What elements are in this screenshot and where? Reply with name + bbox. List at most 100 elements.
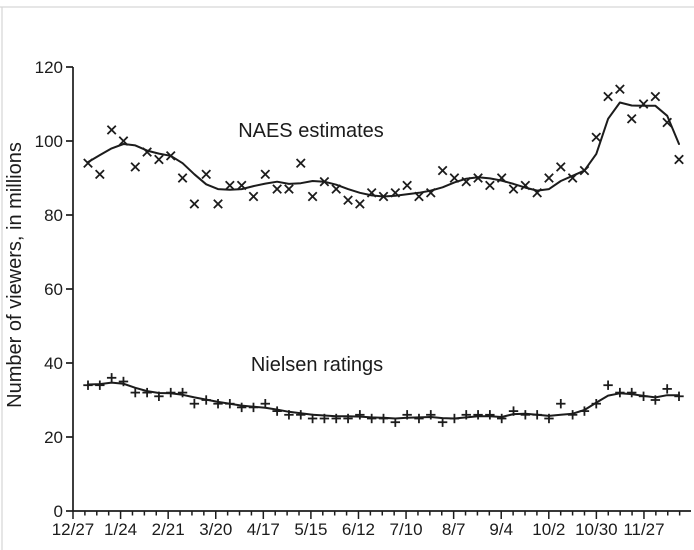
marker-stroke [331, 184, 342, 194]
marker-stroke [177, 173, 188, 183]
marker-stroke [390, 187, 401, 198]
marker-stroke [496, 173, 507, 183]
marker-stroke [532, 187, 542, 198]
x-tick-label: 9/4 [489, 520, 513, 539]
nielsen-point-marker [579, 406, 590, 416]
naes-point-marker [225, 180, 235, 191]
marker-stroke [414, 191, 424, 202]
nielsen-point-marker [225, 399, 235, 409]
x-tick-label: 1/24 [104, 520, 137, 539]
marker-stroke [236, 180, 247, 191]
naes-point-marker [674, 154, 684, 165]
nielsen-point-marker [248, 402, 259, 413]
naes-point-marker [555, 162, 566, 172]
marker-stroke [260, 169, 271, 180]
marker-stroke [449, 173, 460, 183]
naes-point-marker [532, 187, 542, 198]
naes-point-marker [260, 169, 271, 180]
marker-stroke [319, 176, 330, 187]
marker-stroke [662, 117, 673, 128]
y-axis-label: Number of viewers, in millions [4, 142, 26, 408]
naes-point-marker [189, 199, 200, 209]
nielsen-point-marker [567, 410, 578, 420]
nielsen-point-marker [615, 387, 625, 398]
nielsen-point-marker [437, 417, 448, 427]
naes-point-marker [414, 191, 424, 202]
marker-stroke [94, 169, 105, 180]
y-tick-label: 40 [44, 354, 63, 373]
marker-stroke [106, 125, 117, 135]
y-tick-label: 100 [35, 132, 63, 151]
nielsen-point-marker [213, 399, 223, 409]
naes-point-marker [567, 173, 578, 183]
marker-stroke [272, 184, 282, 194]
nielsen-point-marker [296, 410, 306, 420]
naes-point-marker [307, 191, 318, 202]
nielsen-point-marker [473, 410, 483, 420]
marker-stroke [579, 165, 590, 176]
naes-point-marker [638, 99, 649, 109]
nielsen-point-marker [307, 413, 318, 424]
naes-point-marker [473, 173, 483, 183]
marker-stroke [118, 136, 129, 146]
x-tick-label: 4/17 [247, 520, 280, 539]
naes-point-marker [118, 136, 129, 146]
marker-stroke [638, 99, 649, 109]
nielsen-point-marker [166, 387, 176, 398]
marker-stroke [674, 154, 684, 165]
naes-point-marker [154, 154, 164, 165]
naes-point-marker [284, 184, 294, 194]
nielsen-point-marker [83, 380, 93, 390]
nielsen-point-marker [532, 410, 542, 420]
marker-stroke [544, 173, 554, 183]
naes-point-marker [272, 184, 282, 194]
y-tick-label: 80 [44, 206, 63, 225]
naes-point-marker [591, 132, 602, 143]
marker-stroke [650, 91, 661, 102]
naes-point-marker [402, 180, 412, 191]
marker-stroke [295, 158, 306, 169]
naes-point-marker [83, 158, 93, 169]
marker-stroke [83, 158, 93, 169]
axes: 0 20 40 60 80 100 120 12/27 1/24 2/21 3/20 4/17 5/15… [35, 58, 691, 539]
nielsen-point-marker [520, 410, 531, 420]
nielsen-point-marker [95, 380, 105, 390]
nielsen-point-marker [272, 406, 282, 416]
nielsen-point-marker [260, 399, 270, 409]
marker-stroke [402, 180, 412, 191]
naes-point-marker [142, 147, 152, 157]
nielsen-point-marker [414, 413, 424, 424]
x-tick-label: 6/12 [342, 520, 375, 539]
nielsen-point-marker [650, 395, 661, 405]
nielsen-point-marker [366, 413, 377, 424]
y-tick-label: 60 [44, 280, 63, 299]
naes-point-marker [378, 191, 389, 202]
naes-point-marker [94, 169, 105, 180]
nielsen-point-marker [603, 380, 613, 390]
naes-point-marker [662, 117, 673, 128]
y-tick-label: 120 [35, 58, 63, 77]
nielsen-point-marker [177, 387, 188, 398]
x-tick-label: 8/7 [442, 520, 466, 539]
x-tick-label: 5/15 [294, 520, 327, 539]
marker-stroke [591, 132, 602, 143]
naes-point-marker [248, 191, 259, 202]
x-tick-label: 12/27 [52, 520, 95, 539]
trend-line-nielsen [87, 381, 680, 420]
nielsen-point-marker [378, 413, 389, 424]
nielsen-point-marker [402, 410, 412, 420]
marker-stroke [130, 162, 141, 172]
marker-stroke [366, 187, 377, 198]
marker-stroke [165, 150, 176, 161]
marker-stroke [343, 195, 353, 206]
naes-point-marker [319, 176, 330, 187]
naes-point-marker [603, 91, 613, 102]
nielsen-point-marker [544, 413, 554, 424]
nielsen-point-marker [355, 410, 365, 420]
marker-stroke [437, 165, 448, 176]
naes-point-marker [355, 199, 365, 209]
nielsen-point-marker [449, 413, 460, 424]
plot-series [83, 84, 684, 427]
marker-stroke [189, 199, 200, 209]
naes-point-marker [201, 169, 212, 180]
